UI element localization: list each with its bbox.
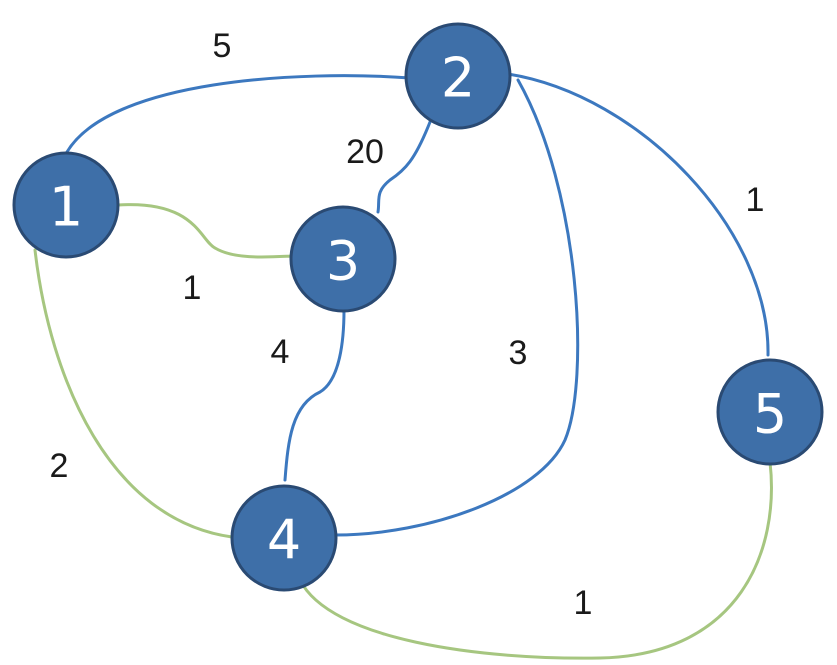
edge-weight-3-4: 4 [271, 333, 290, 371]
node-1-circle [12, 151, 120, 259]
edge-3-4 [283, 308, 346, 482]
edge-weight-1-3: 1 [183, 269, 202, 307]
node-2-circle [404, 22, 512, 130]
edge-weight-labels: 5 20 1 1 4 3 2 1 [50, 27, 765, 622]
edge-1-4 [33, 248, 234, 539]
node-1[interactable]: 1 [12, 151, 120, 259]
edge-1-3 [116, 203, 295, 259]
edge-weight-1-4: 2 [50, 447, 69, 485]
node-4[interactable]: 4 [230, 484, 338, 592]
node-4-circle [230, 484, 338, 592]
edge-weight-4-5: 1 [574, 584, 593, 622]
nodes: 1 2 3 4 5 [12, 22, 824, 592]
node-2[interactable]: 2 [404, 22, 512, 130]
edge-weight-1-2: 5 [213, 27, 232, 65]
edge-4-5 [298, 460, 773, 660]
edge-weight-2-5: 1 [746, 181, 765, 219]
node-5-label: 5 [753, 383, 787, 446]
edge-2-5 [506, 72, 770, 357]
edge-weight-2-3: 20 [346, 133, 384, 171]
node-1-label: 1 [49, 176, 83, 239]
node-3[interactable]: 3 [289, 205, 397, 313]
node-5-circle [716, 358, 824, 466]
edge-1-2 [65, 74, 412, 154]
node-2-label: 2 [441, 47, 475, 110]
edge-2-4 [333, 78, 580, 537]
node-3-circle [289, 205, 397, 313]
edges [33, 72, 773, 660]
node-3-label: 3 [326, 230, 360, 293]
edge-weight-2-4: 3 [509, 334, 528, 372]
edge-2-3 [376, 120, 432, 214]
node-5[interactable]: 5 [716, 358, 824, 466]
node-4-label: 4 [267, 509, 301, 572]
